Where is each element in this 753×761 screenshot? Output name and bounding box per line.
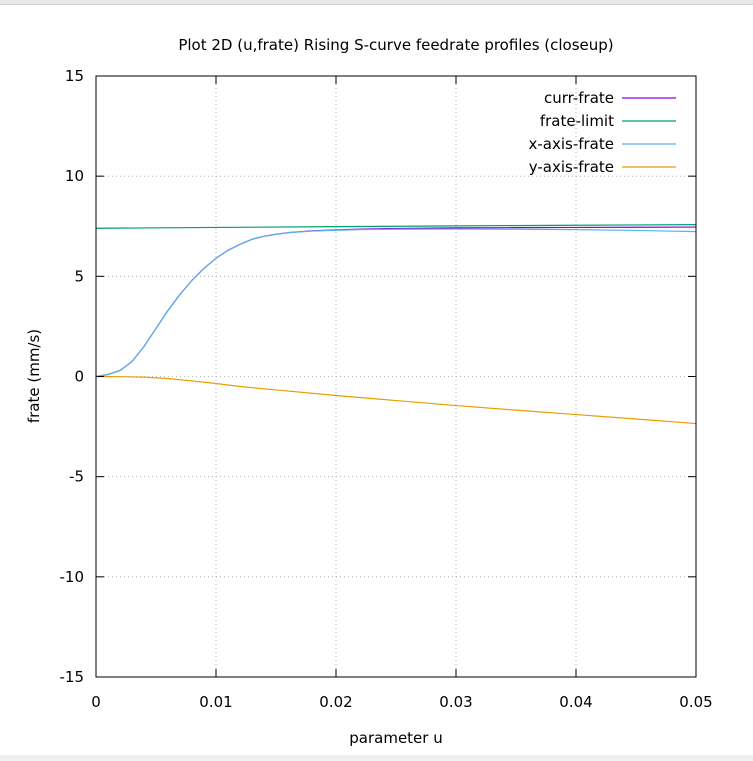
x-tick-label: 0.03 xyxy=(439,693,472,711)
series-line-x-axis-frate xyxy=(95,228,697,378)
y-tick-label: -15 xyxy=(60,668,85,686)
y-tick-label: 15 xyxy=(65,67,84,85)
legend-label-frate-limit: frate-limit xyxy=(540,112,614,130)
x-tick-label: 0.02 xyxy=(319,693,352,711)
x-tick-label: 0.01 xyxy=(199,693,232,711)
legend-label-curr-frate: curr-frate xyxy=(544,89,614,107)
tick-layer: 0 0.01 0.02 0.03 0.04 0.05 -15 -10 -5 0 5 10 15 xyxy=(60,67,713,711)
window-top-strip xyxy=(0,0,753,5)
y-tick-label: -5 xyxy=(69,468,84,486)
y-tick-label: 10 xyxy=(65,167,84,185)
y-tick-label: -10 xyxy=(60,568,85,586)
legend-label-x-axis-frate: x-axis-frate xyxy=(528,135,614,153)
y-axis-label: frate (mm/s) xyxy=(25,329,43,423)
chart-title: Plot 2D (u,frate) Rising S-curve feedrat… xyxy=(178,36,613,54)
legend-label-y-axis-frate: y-axis-frate xyxy=(529,158,614,176)
x-axis-label: parameter u xyxy=(349,729,442,747)
grid-layer xyxy=(96,76,696,677)
window-bottom-strip xyxy=(0,755,753,761)
x-tick-label: 0 xyxy=(91,693,101,711)
series-line-curr-frate xyxy=(95,226,697,378)
x-tick-label: 0.04 xyxy=(559,693,592,711)
y-tick-label: 5 xyxy=(74,267,84,285)
x-tick-label: 0.05 xyxy=(679,693,712,711)
series-layer xyxy=(95,224,697,425)
series-line-frate-limit xyxy=(95,224,697,229)
series-line-y-axis-frate xyxy=(95,375,697,425)
legend: curr-frate frate-limit x-axis-frate y-axis-… xyxy=(528,89,676,176)
y-tick-label: 0 xyxy=(74,368,84,386)
